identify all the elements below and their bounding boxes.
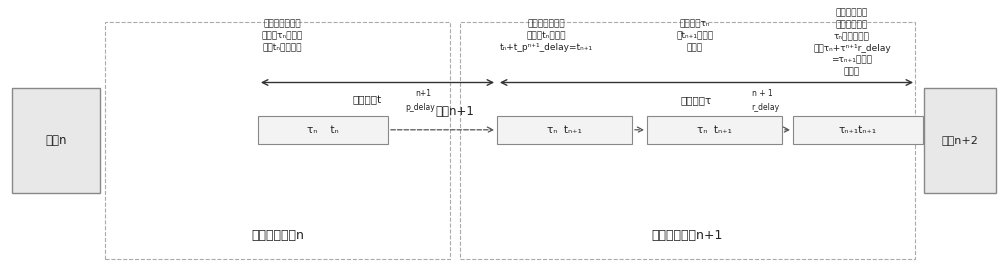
Bar	[460, 22, 915, 258]
Text: 数据网络设备n+1: 数据网络设备n+1	[651, 229, 723, 242]
Text: 链路时延t: 链路时延t	[353, 95, 382, 105]
Bar	[793, 116, 923, 144]
Text: 报文离开设备
时取出其携的
τₙ，累加驻留
时间τₙ+τⁿ⁺¹r_delay
=τₙ₊₁再写回
到报文: 报文离开设备 时取出其携的 τₙ，累加驻留 时间τₙ+τⁿ⁺¹r_delay =…	[813, 8, 891, 76]
Text: 链跫n: 链跫n	[45, 134, 67, 147]
Text: 报文携带累计驻
留时间τₙ和链路
时延tₙ离开设备: 报文携带累计驻 留时间τₙ和链路 时延tₙ离开设备	[261, 19, 303, 52]
Bar	[12, 88, 100, 192]
Text: τₙ  tₙ₊₁: τₙ tₙ₊₁	[697, 125, 732, 135]
Bar	[647, 116, 782, 144]
Bar	[105, 22, 450, 258]
Bar	[924, 88, 996, 192]
Text: 链跫n+2: 链跫n+2	[942, 135, 978, 145]
Text: r_delay: r_delay	[752, 103, 780, 112]
Text: 数据网络设备n: 数据网络设备n	[252, 229, 304, 242]
Text: 报文携带τₙ
与tₙ₊₁接受常
规处理: 报文携带τₙ 与tₙ₊₁接受常 规处理	[676, 19, 714, 52]
Bar	[258, 116, 388, 144]
Text: n + 1: n + 1	[752, 89, 772, 98]
Text: p_delay: p_delay	[406, 103, 435, 112]
Text: τₙ  tₙ₊₁: τₙ tₙ₊₁	[547, 125, 582, 135]
Text: 驻留时间τ: 驻留时间τ	[681, 95, 712, 105]
Text: τₙ    tₙ: τₙ tₙ	[307, 125, 339, 135]
Bar	[497, 116, 632, 144]
Text: n+1: n+1	[416, 89, 432, 98]
Text: 链跫n+1: 链跫n+1	[436, 105, 474, 118]
Text: 在报文进入设备
时取出tₙ，计算
tₙ+t_pⁿ⁺¹_delay=tₙ₊₁: 在报文进入设备 时取出tₙ，计算 tₙ+t_pⁿ⁺¹_delay=tₙ₊₁	[499, 19, 593, 52]
Text: τₙ₊₁tₙ₊₁: τₙ₊₁tₙ₊₁	[839, 125, 877, 135]
